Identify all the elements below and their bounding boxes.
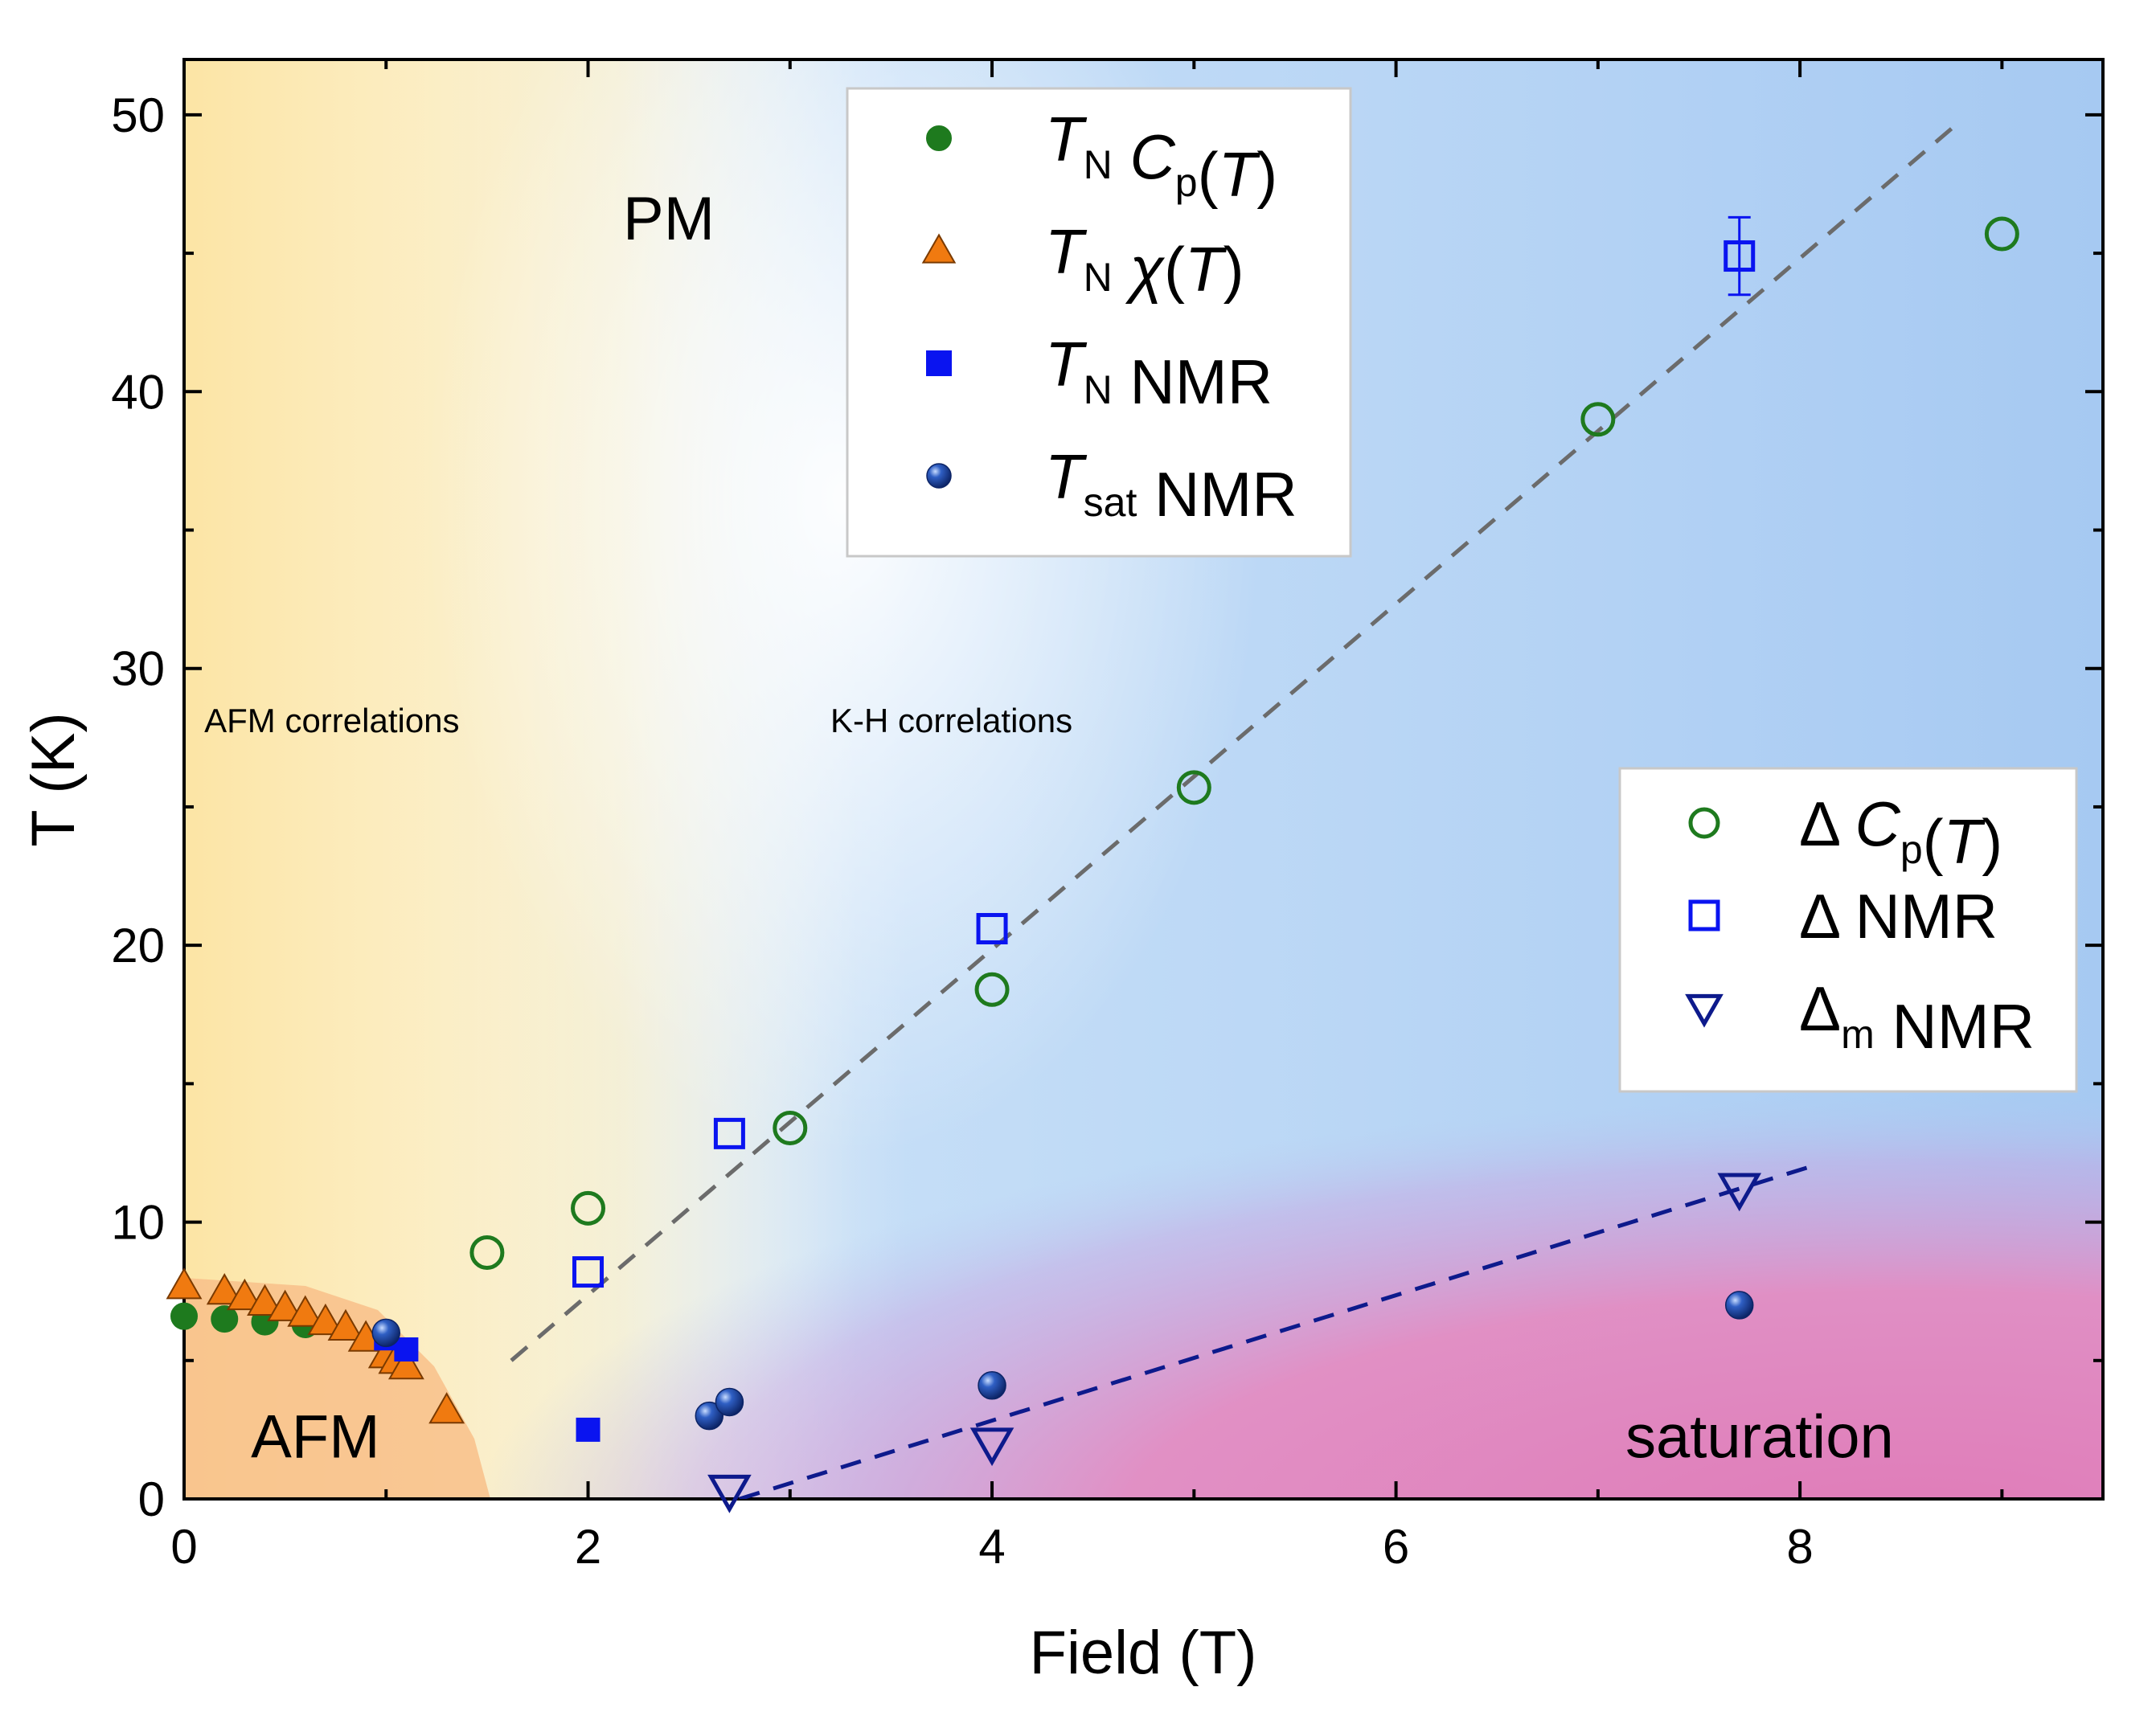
- series-tsat-nmr: [371, 1291, 1754, 1431]
- data-point: [571, 1190, 606, 1226]
- data-point: [976, 912, 1008, 944]
- legend-right-entry: Δm NMR: [1685, 973, 2035, 1062]
- data-point: [1580, 402, 1616, 437]
- legend-right-label: Δ Cp(T): [1799, 788, 2002, 877]
- data-point: [307, 1303, 344, 1336]
- fit-line-delta-m: [739, 1165, 1811, 1499]
- series-delta-cp: [469, 216, 2019, 1270]
- legend-top-symbol: [921, 233, 957, 264]
- data-point: [287, 1295, 324, 1327]
- series-delta-nmr: [572, 215, 1756, 1288]
- region-label-saturation: saturation: [1625, 1402, 1894, 1471]
- data-point: [166, 1267, 203, 1300]
- data-point: [371, 1318, 401, 1348]
- axis-ticks: [182, 59, 2103, 1501]
- legend-top-entry: TN NMR: [926, 329, 1273, 417]
- region-label-pm: PM: [623, 185, 715, 253]
- legend-right-entry: Δ Cp(T): [1688, 788, 2002, 877]
- legend-top-entry: Tsat NMR: [926, 441, 1297, 530]
- data-point: [695, 1401, 724, 1431]
- y-tick-label: 20: [111, 919, 165, 972]
- data-point: [469, 1235, 505, 1270]
- data-point: [387, 1347, 424, 1380]
- legend-top-label: TN Cp(T): [1045, 104, 1277, 210]
- x-tick-label: 2: [575, 1520, 601, 1574]
- x-tick-label: 4: [978, 1520, 1005, 1574]
- data-point: [969, 1427, 1014, 1467]
- data-point: [773, 1110, 808, 1145]
- region-labels: PM AFM saturation AFM correlations K-H corre…: [204, 185, 1894, 1471]
- region-label-afm: AFM: [251, 1402, 379, 1471]
- legend-right: Δ Cp(T)Δ NMR Δm NMR: [1618, 767, 2078, 1093]
- data-point: [1724, 240, 1756, 272]
- data-point: [572, 1256, 605, 1288]
- data-point: [974, 972, 1010, 1007]
- region-label-k-h-correlations: K-H correlations: [830, 702, 1072, 739]
- data-markers: [166, 215, 2019, 1513]
- data-point: [1717, 1173, 1762, 1212]
- legend-right-entry: Δ NMR: [1688, 881, 1998, 952]
- legend-top-label: Tsat NMR: [1045, 441, 1297, 530]
- data-point: [1176, 770, 1211, 805]
- y-axis-title: T (K): [19, 712, 88, 846]
- data-point: [394, 1337, 419, 1362]
- legend-top-label: TN χ(T): [1045, 216, 1244, 305]
- data-point: [206, 1272, 243, 1305]
- data-point: [1724, 1291, 1754, 1320]
- legend-right-label: Δ NMR: [1799, 881, 1998, 952]
- x-axis-title: Field (T): [1030, 1619, 1257, 1687]
- y-tick-label: 50: [111, 88, 165, 142]
- legend-top-label: TN NMR: [1045, 329, 1273, 417]
- legend-top: TN Cp(T)TN χ(T) TN NMR Tsat NMR: [846, 87, 1352, 558]
- legend-right-symbol: [1688, 899, 1720, 932]
- x-tick-label: 6: [1383, 1520, 1409, 1574]
- y-tick-label: 30: [111, 642, 165, 696]
- data-point: [226, 1278, 263, 1311]
- axis-tick-labels: 0 2 4 6 8 0 10 20 30 40 50: [111, 88, 1814, 1574]
- y-tick-label: 0: [138, 1472, 165, 1526]
- data-point: [1984, 216, 2019, 252]
- y-tick-label: 40: [111, 365, 165, 419]
- plot-frame: [182, 58, 2105, 1501]
- legend-right-label: Δm NMR: [1799, 973, 2035, 1062]
- x-tick-label: 8: [1786, 1520, 1813, 1574]
- data-point: [713, 1117, 745, 1149]
- legend-right-symbol: [1688, 807, 1720, 839]
- data-point: [327, 1308, 364, 1341]
- y-tick-label: 10: [111, 1196, 165, 1250]
- data-point: [707, 1474, 752, 1513]
- data-point: [211, 1305, 239, 1333]
- legend-top-symbol: [926, 125, 952, 151]
- series-delta-m-nmr: [707, 1173, 1762, 1513]
- data-point: [576, 1417, 600, 1442]
- fit-lines: [510, 127, 1953, 1499]
- legend-right-symbol: [1685, 993, 1724, 1028]
- region-label-afm-correlations: AFM correlations: [204, 702, 459, 739]
- data-point: [428, 1392, 465, 1424]
- data-point: [715, 1387, 744, 1417]
- data-point: [978, 1371, 1006, 1400]
- x-tick-label: 0: [170, 1520, 197, 1574]
- legend-top-entry: TN Cp(T): [926, 104, 1277, 210]
- data-point: [247, 1284, 283, 1316]
- legend-top-symbol: [926, 463, 952, 489]
- data-point: [267, 1289, 304, 1321]
- legend-top-symbol: [926, 350, 952, 376]
- data-point: [170, 1302, 198, 1330]
- legend-top-entry: TN χ(T): [921, 216, 1244, 305]
